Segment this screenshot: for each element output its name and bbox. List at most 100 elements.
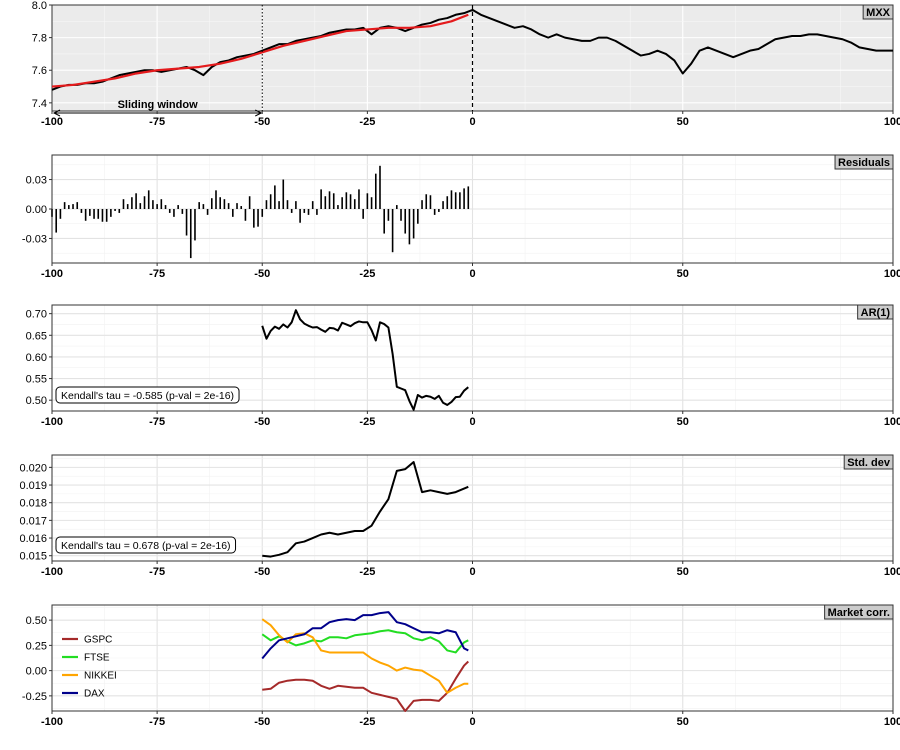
residual-bar [257,209,259,227]
y-tick-label: 0.018 [19,498,47,510]
residual-bar [320,189,322,209]
x-tick-label: 50 [677,116,689,128]
residual-bar [164,205,167,209]
y-tick-label: 7.6 [32,65,47,77]
residual-bar [463,188,465,209]
residual-bar [160,199,163,209]
residual-bar [467,186,470,209]
x-tick-label: 50 [677,268,689,280]
residual-bar [240,206,243,209]
residual-bar [311,201,314,209]
series-line-2 [51,13,469,88]
x-tick-label: -100 [41,416,63,428]
x-tick-label: -100 [41,116,63,128]
residual-bar [236,203,238,209]
x-tick-label: -25 [359,416,375,428]
residual-bar [286,200,289,209]
y-tick-label: 0.017 [19,515,47,527]
residual-bar [244,209,247,221]
x-tick-label: 100 [884,716,900,728]
panel-1: Sliding window MXX -100 -75 -50 -25 0 50 100 7.4 7… [32,0,900,128]
residual-bar [332,193,335,209]
residual-bar [358,189,360,209]
residual-bar [143,196,146,209]
residual-bar [122,199,125,209]
y-tick-label: 0.65 [26,330,47,342]
y-tick-label: 0.03 [26,175,47,187]
residual-bar [454,192,457,209]
residual-bar [89,209,91,216]
residual-bar [290,209,293,213]
residual-bar [97,209,100,219]
x-tick-label: -25 [359,116,375,128]
series-line-ftse [261,629,469,654]
y-tick-label: 0.015 [19,551,47,563]
y-tick-label: 0.00 [26,204,47,216]
residual-bar [55,209,58,233]
x-tick-label: -25 [359,716,375,728]
legend-label-nikkei: NIKKEI [84,671,117,682]
series-line-dax [261,611,469,660]
x-tick-label: 50 [677,416,689,428]
residual-bar [438,209,440,212]
x-tick-label: -50 [254,416,270,428]
residual-bar [72,204,74,209]
residual-bar [215,190,217,209]
residual-bar [51,209,53,217]
arrowhead-left [52,109,61,117]
residual-bar [84,209,87,221]
residual-bar [265,200,268,209]
x-tick-label: 0 [469,116,475,128]
y-tick-label: 0.60 [26,352,47,364]
residual-bar [93,209,95,219]
panel-3: Kendall's tau = -0.585 (p-val = 2e-16) AR… [26,304,900,428]
residual-bar [110,209,112,217]
residual-bar [147,190,150,209]
x-tick-label: -50 [254,116,270,128]
y-tick-label: 0.016 [19,533,47,545]
residual-bar [425,194,428,209]
residual-bar [299,209,301,223]
x-tick-label: 0 [469,566,475,578]
axes: -100 -75 -50 -25 0 50 100 0.50 0.55 0.60 0.65 0.70 [26,309,900,428]
residual-bar [131,197,133,209]
kendall-annotation-box [55,386,240,404]
residual-bar [227,203,230,209]
x-tick-label: -50 [254,268,270,280]
residual-bar [433,209,436,215]
residual-bar [114,209,116,211]
x-tick-label: 50 [677,566,689,578]
gridlines [51,155,894,263]
residual-bar [152,200,154,209]
strip-label: Residuals [838,157,890,169]
residual-bar [391,209,394,253]
x-tick-label: -25 [359,268,375,280]
residual-bar [429,195,432,209]
series-line-1 [261,309,469,411]
series-line-1 [51,8,893,91]
x-tick-label: -25 [359,566,375,578]
x-tick-label: 0 [469,268,475,280]
y-tick-label: 7.4 [32,98,47,110]
residual-bar [68,205,70,209]
residual-bar [181,209,184,214]
axes: -100 -75 -50 -25 0 50 100 -0.03 0.00 0.03 [22,175,900,280]
axes: -100 -75 -50 -25 0 50 100 -0.25 0.00 0.25 0.50 [22,615,900,728]
x-tick-label: 100 [884,268,900,280]
x-tick-label: 100 [884,116,900,128]
residual-bar [341,197,343,209]
y-tick-label: -0.03 [22,233,47,245]
residual-bar [59,209,62,219]
residual-bar [459,192,461,209]
residual-bar [105,209,108,222]
x-tick-label: 50 [677,716,689,728]
strip-label: Market corr. [828,607,890,619]
y-tick-label: 0.020 [19,462,47,474]
residual-bar [189,209,192,259]
residual-bar [362,209,364,219]
residual-bar [400,209,402,221]
residual-bar [328,191,331,209]
